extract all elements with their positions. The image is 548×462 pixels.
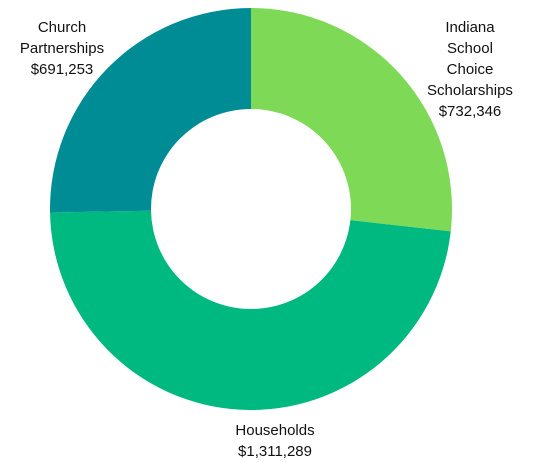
value-label: $691,253 bbox=[30, 61, 94, 78]
donut-segment bbox=[50, 210, 451, 411]
segment-label: Indiana School Choice Scholarships $732,3… bbox=[427, 17, 513, 122]
value-label: $1,311,289 bbox=[238, 443, 312, 460]
segment-label: Church Partnerships $691,253 bbox=[20, 17, 104, 80]
category-label: Households bbox=[235, 422, 315, 439]
donut-segment bbox=[50, 8, 251, 213]
category-label: Indiana School Choice Scholarships bbox=[427, 19, 513, 99]
segment-label: Households $1,311,289 bbox=[235, 420, 314, 462]
category-label: Church Partnerships bbox=[19, 19, 105, 57]
donut-segment bbox=[251, 8, 452, 232]
value-label: $732,346 bbox=[438, 103, 502, 120]
